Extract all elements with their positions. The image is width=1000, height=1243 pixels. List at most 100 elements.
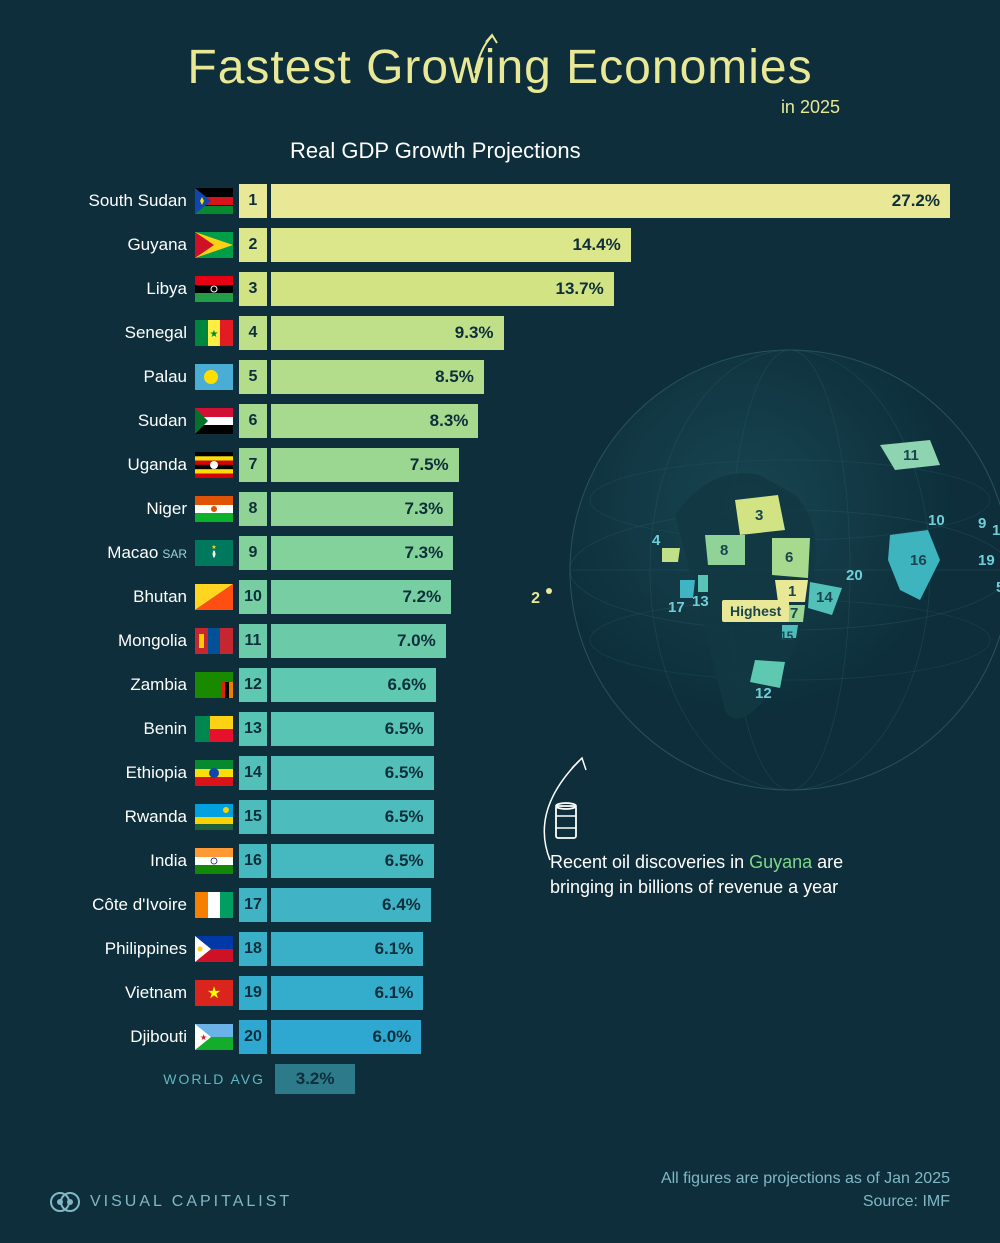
country-name: Senegal [50,323,195,343]
flag-icon [195,760,233,786]
rank-badge: 12 [239,668,267,702]
gdp-bar: 8.5% [271,360,484,394]
gdp-bar: 6.5% [271,844,434,878]
svg-text:16: 16 [910,552,927,569]
svg-text:8: 8 [720,542,728,559]
svg-text:11: 11 [903,447,919,464]
svg-text:7: 7 [790,605,798,622]
flag-icon [195,804,233,830]
country-row: Guyana 2 14.4% [50,226,950,264]
gdp-bar: 6.5% [271,800,434,834]
rank-badge: 3 [239,272,267,306]
country-name: Libya [50,279,195,299]
flag-icon: ★ [195,980,233,1006]
gdp-bar: 7.5% [271,448,459,482]
country-row: Djibouti ★ 20 6.0% [50,1018,950,1056]
gdp-bar: 6.1% [271,976,423,1010]
rank-badge: 14 [239,756,267,790]
gdp-bar: 6.0% [271,1020,421,1054]
country-name: Côte d'Ivoire [50,895,195,915]
gdp-bar: 6.6% [271,668,436,702]
flag-icon [195,232,233,258]
brand-text: VISUAL CAPITALIST [90,1193,292,1211]
rank-badge: 15 [239,800,267,834]
title-block: Fastest Growing Economies [50,40,950,95]
flag-icon [195,584,233,610]
flag-icon [195,628,233,654]
rank-badge: 8 [239,492,267,526]
rank-badge: 16 [239,844,267,878]
rank-badge: 13 [239,712,267,746]
flag-icon [195,848,233,874]
annotation-pre: Recent oil discoveries in [550,852,749,872]
svg-text:9: 9 [978,515,986,532]
svg-text:12: 12 [755,685,772,702]
rank-badge: 6 [239,404,267,438]
rank-badge: 2 [239,228,267,262]
country-row: South Sudan 1 27.2% [50,182,950,220]
oil-barrel-icon [550,800,582,842]
footer: VISUAL CAPITALIST All figures are projec… [50,1168,950,1213]
gdp-bar: 7.0% [271,624,446,658]
rank-badge: 4 [239,316,267,350]
svg-text:★: ★ [211,544,216,551]
source-text: All figures are projections as of Jan 20… [661,1168,950,1213]
country-name: Vietnam [50,983,195,1003]
svg-text:★: ★ [207,985,221,1002]
globe-map: 16 11 3 8 6 1 14 7 15 [560,340,1000,800]
country-name: Djibouti [50,1027,195,1047]
gdp-bar: 27.2% [271,184,950,218]
annotation-highlight: Guyana [749,852,812,872]
rank-badge: 19 [239,976,267,1010]
rank-badge: 20 [239,1020,267,1054]
country-name: Benin [50,719,195,739]
rank-badge: 18 [239,932,267,966]
svg-text:18: 18 [992,522,1000,539]
rank-badge: 1 [239,184,267,218]
world-avg-label: WORLD AVG [50,1071,275,1087]
world-avg-row: WORLD AVG 3.2% [50,1062,950,1096]
svg-text:19: 19 [978,552,995,569]
gdp-bar: 7.3% [271,536,453,570]
flag-icon [195,496,233,522]
growth-arrow-icon [470,28,510,78]
gdp-bar: 6.1% [271,932,423,966]
svg-text:6: 6 [785,549,793,566]
flag-icon [195,276,233,302]
svg-text:20: 20 [846,567,863,584]
country-name: Palau [50,367,195,387]
country-name: Guyana [50,235,195,255]
flag-icon [195,452,233,478]
svg-text:10: 10 [928,512,945,529]
country-name: Ethiopia [50,763,195,783]
rank-badge: 9 [239,536,267,570]
infographic-container: Fastest Growing Economies in 2025 Real G… [0,0,1000,1243]
gdp-bar: 9.3% [271,316,504,350]
flag-icon: ★ [195,540,233,566]
chart-subtitle: Real GDP Growth Projections [290,138,950,164]
country-name: Zambia [50,675,195,695]
gdp-bar: 6.5% [271,712,434,746]
svg-text:★: ★ [210,329,219,340]
brand-icon [50,1191,80,1213]
rank-badge: 10 [239,580,267,614]
flag-icon [195,936,233,962]
country-name: Philippines [50,939,195,959]
country-row: Vietnam ★ 19 6.1% [50,974,950,1012]
country-row: Philippines 18 6.1% [50,930,950,968]
country-name: South Sudan [50,191,195,211]
svg-text:17: 17 [668,599,685,616]
year-subtitle: in 2025 [50,97,840,118]
rank-badge: 7 [239,448,267,482]
highest-label: Highest [722,600,789,622]
annotation-text: Recent oil discoveries in Guyana are bri… [550,850,870,900]
flag-icon [195,408,233,434]
guyana-dot-icon [546,588,552,594]
flag-icon [195,716,233,742]
country-name: Sudan [50,411,195,431]
source-line-2: Source: IMF [661,1191,950,1213]
svg-text:15: 15 [780,629,794,643]
country-name: Uganda [50,455,195,475]
svg-text:3: 3 [755,507,763,524]
gdp-bar: 7.2% [271,580,451,614]
